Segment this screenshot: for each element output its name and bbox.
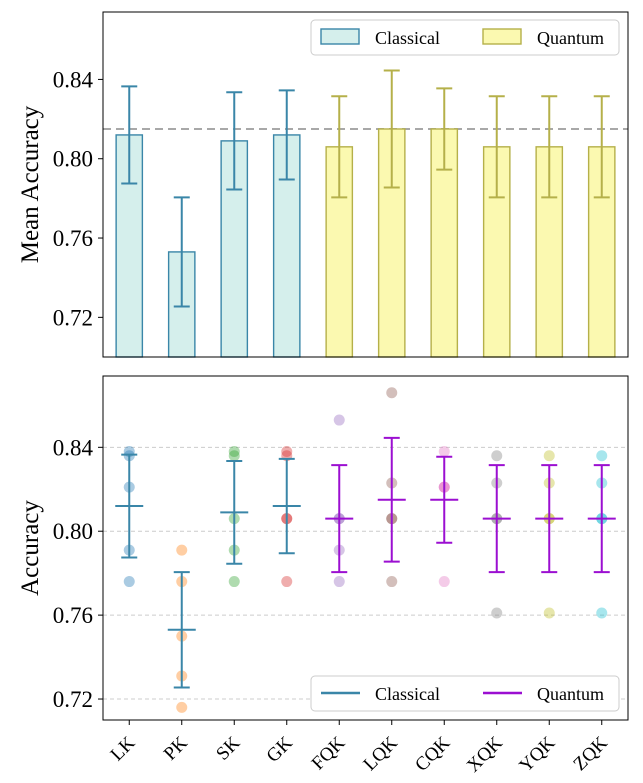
y-tick-label: 0.84 — [53, 67, 94, 92]
point-cqk — [438, 576, 450, 588]
top-bar-chart: 0.72 0.76 0.80 0.84 Mean Accuracy Classical Qu… — [17, 11, 629, 358]
top-plot-frame — [102, 11, 629, 358]
bottom-plot-frame — [102, 375, 629, 721]
point-zqk — [596, 607, 608, 619]
legend-box — [310, 19, 620, 56]
bottom-legend: Classical Quantum — [310, 675, 620, 712]
x-tick-label-pk: PK — [160, 732, 192, 764]
x-tick-labels: LK PK SK GK FQK LQK CQK XQK YQK ZQK — [107, 732, 612, 776]
point-yqk — [543, 450, 555, 462]
y-axis-label: Mean Accuracy — [17, 105, 44, 263]
point-zqk — [596, 450, 608, 462]
point-pk — [176, 701, 188, 713]
point-gk — [281, 576, 293, 588]
y-axis-label: Accuracy — [17, 500, 44, 596]
legend-box — [310, 675, 620, 712]
point-sk — [228, 576, 240, 588]
legend-label-quantum: Quantum — [537, 28, 604, 48]
x-tick-label-zqk: ZQK — [569, 732, 612, 775]
x-tick-label-xqk: XQK — [463, 732, 507, 776]
y-tick-label: 0.80 — [53, 519, 93, 544]
point-lk — [123, 576, 135, 588]
point-lqk — [386, 387, 398, 399]
legend-label-classical: Classical — [375, 28, 440, 48]
point-lqk — [386, 576, 398, 588]
point-xqk — [491, 450, 503, 462]
y-tick-label: 0.84 — [53, 435, 94, 460]
point-cqk — [438, 446, 450, 458]
top-legend: Classical Quantum — [310, 19, 620, 56]
bottom-scatter-chart: 0.72 0.76 0.80 0.84 Accuracy Classical Quantum — [17, 375, 629, 725]
y-tick-label: 0.72 — [53, 687, 93, 712]
point-sk — [228, 450, 240, 462]
point-fqk — [333, 414, 345, 426]
legend-swatch-classical — [320, 28, 360, 45]
legend-label-classical: Classical — [375, 684, 440, 704]
x-tick-label-gk: GK — [263, 732, 297, 766]
point-pk — [176, 544, 188, 556]
point-fqk — [333, 576, 345, 588]
x-tick-label-sk: SK — [212, 732, 244, 764]
point-gk — [281, 446, 293, 458]
point-xqk — [491, 607, 503, 619]
point-yqk — [543, 607, 555, 619]
x-tick-label-fqk: FQK — [308, 732, 350, 774]
y-tick-label: 0.76 — [53, 226, 93, 251]
y-tick-label: 0.76 — [53, 603, 93, 628]
y-tick-label: 0.72 — [53, 305, 93, 330]
x-tick-label-lqk: LQK — [359, 732, 402, 775]
y-tick-label: 0.80 — [53, 147, 93, 172]
x-tick-label-lk: LK — [107, 732, 140, 765]
point-sk — [228, 446, 240, 458]
x-tick-label-yqk: YQK — [515, 732, 559, 776]
legend-swatch-quantum — [482, 28, 522, 45]
x-tick-label-cqk: CQK — [411, 732, 454, 775]
legend-label-quantum: Quantum — [537, 684, 604, 704]
